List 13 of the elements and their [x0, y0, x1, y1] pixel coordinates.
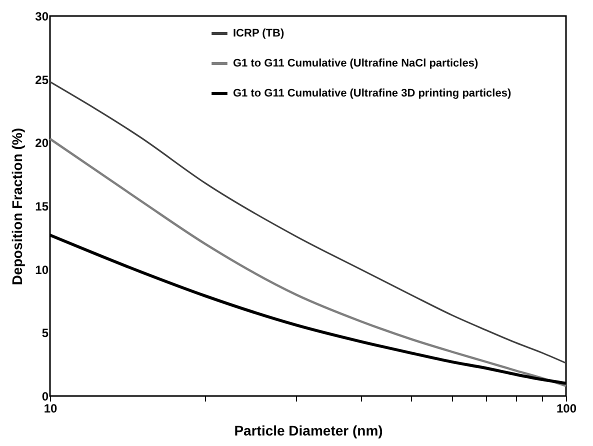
y-tick-label: 15 — [35, 200, 49, 214]
y-tick-label: 25 — [35, 72, 49, 87]
legend-label: ICRP (TB) — [233, 28, 284, 40]
x-axis-title: Particle Diameter (nm) — [234, 422, 383, 438]
y-axis-title: Deposition Fraction (%) — [9, 128, 26, 286]
y-tick-label: 30 — [35, 10, 49, 24]
y-tick-label: 20 — [35, 136, 49, 150]
y-tick-label: 5 — [42, 326, 49, 340]
legend-label: G1 to G11 Cumulative (Ultrafine 3D printing particles) — [233, 88, 512, 100]
x-tick-label: 100 — [556, 402, 577, 416]
y-tick-label: 0 — [42, 390, 49, 404]
y-tick-label: 10 — [35, 262, 49, 277]
legend-label: G1 to G11 Cumulative (Ultrafine NaCl particles) — [233, 58, 478, 70]
